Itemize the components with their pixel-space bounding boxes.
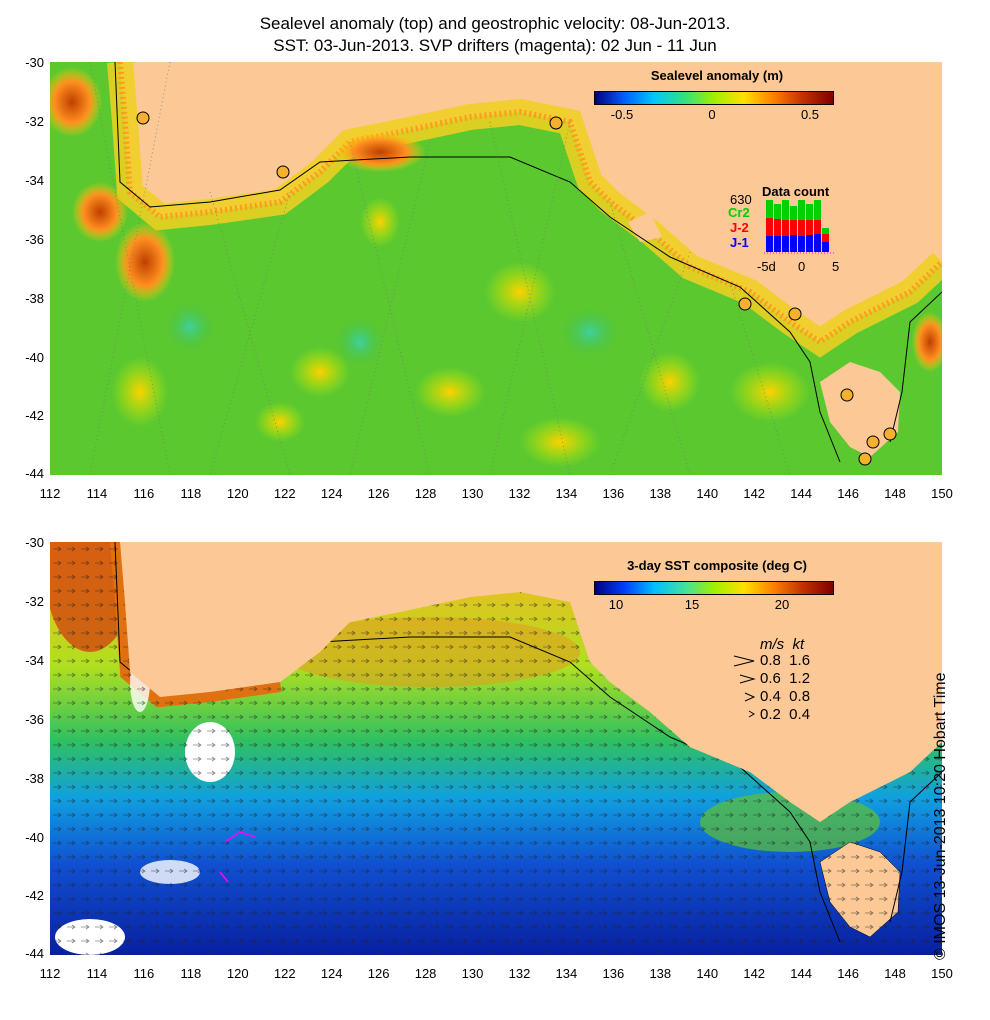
sealevel-anomaly-map: Sealevel anomaly (m) -0.5 0 0.5 Data cou… — [50, 62, 942, 475]
tasmania-land — [820, 362, 900, 457]
lon-tick: 146 — [837, 486, 859, 501]
lon-tick: 136 — [602, 486, 625, 501]
data-count-xtick: -5d — [757, 259, 776, 274]
lat-tick: -40 — [25, 830, 44, 845]
lon-tick: 126 — [367, 966, 390, 981]
lon-tick: 116 — [133, 486, 155, 501]
lon-tick: 144 — [790, 966, 812, 981]
lon-tick: 140 — [696, 486, 719, 501]
lat-tick: -42 — [25, 888, 44, 903]
lon-tick: 122 — [273, 966, 296, 981]
lon-tick: 142 — [743, 966, 766, 981]
lat-tick: -44 — [25, 946, 44, 961]
sla-colorbar-tick: 0 — [708, 107, 716, 122]
sst-colorbar — [594, 581, 834, 595]
lon-tick: 148 — [884, 486, 906, 501]
sst-colorbar-tick: 15 — [684, 597, 700, 612]
lon-tick: 138 — [649, 966, 672, 981]
sla-colorbar-tick: -0.5 — [610, 107, 634, 122]
data-count-max: 630 — [730, 192, 752, 207]
lon-tick: 142 — [743, 486, 766, 501]
lat-tick: -34 — [25, 173, 44, 188]
data-count-title: Data count — [762, 184, 830, 199]
sst-colorbar-tick: 20 — [774, 597, 790, 612]
velocity-legend-row: 0.6 1.2 — [760, 670, 811, 687]
velocity-legend-header: m/s kt — [760, 636, 805, 653]
lon-tick: 124 — [320, 486, 343, 501]
lat-tick: -38 — [25, 771, 44, 786]
lon-tick: 120 — [226, 486, 249, 501]
lon-tick: 146 — [837, 966, 859, 981]
lat-tick: -40 — [25, 350, 44, 365]
land-area — [120, 542, 942, 822]
lon-tick: 120 — [226, 966, 249, 981]
lon-tick: 136 — [602, 966, 625, 981]
lon-tick: 118 — [180, 966, 202, 981]
lon-tick: 144 — [790, 486, 812, 501]
lon-tick: 132 — [508, 966, 531, 981]
data-count-xtick: 0 — [798, 259, 806, 274]
lat-tick: -34 — [25, 653, 44, 668]
data-count-xtick: 5 — [832, 259, 840, 274]
legend-j1: J-1 — [730, 235, 749, 250]
lon-tick: 150 — [931, 486, 953, 501]
lon-tick: 128 — [414, 966, 437, 981]
lon-tick: 138 — [649, 486, 672, 501]
lat-tick: -32 — [25, 114, 44, 129]
lat-tick: -36 — [25, 232, 44, 247]
lon-tick: 134 — [555, 486, 578, 501]
lon-tick: 130 — [461, 486, 484, 501]
lon-tick: 122 — [273, 486, 296, 501]
lon-tick: 148 — [884, 966, 906, 981]
lon-tick: 130 — [461, 966, 484, 981]
imos-credit: © IMOS 13-Jun-2013 10:20 Hobart Time — [932, 672, 949, 960]
lon-tick: 112 — [39, 966, 61, 981]
velocity-legend-row: 0.4 0.8 — [760, 688, 811, 705]
lon-tick: 118 — [180, 486, 202, 501]
figure-title-line1: Sealevel anomaly (top) and geostrophic v… — [259, 14, 731, 33]
sst-colorbar-tick: 10 — [608, 597, 624, 612]
ocean-area — [50, 62, 942, 475]
lat-tick: -38 — [25, 291, 44, 306]
lon-tick: 128 — [414, 486, 437, 501]
lon-tick: 112 — [39, 486, 61, 501]
lon-tick: 132 — [508, 486, 531, 501]
lon-tick: 116 — [133, 966, 155, 981]
velocity-legend-row: 0.8 1.6 — [760, 652, 811, 669]
lat-tick: -30 — [25, 535, 44, 550]
lat-tick: -44 — [25, 466, 44, 481]
sla-map-canvas — [50, 62, 942, 475]
lat-tick: -32 — [25, 594, 44, 609]
lon-tick: 134 — [555, 966, 578, 981]
lon-tick: 150 — [931, 966, 953, 981]
data-count-bars — [764, 198, 836, 254]
sla-colorbar-tick: 0.5 — [800, 107, 820, 122]
velocity-arrow-icons — [733, 655, 756, 718]
lat-tick: -36 — [25, 712, 44, 727]
lat-tick: -42 — [25, 408, 44, 423]
lat-tick: -30 — [25, 55, 44, 70]
lon-tick: 126 — [367, 486, 390, 501]
legend-cr2: Cr2 — [728, 205, 750, 220]
sst-colorbar-title: 3-day SST composite (deg C) — [627, 558, 807, 573]
figure-title-line2: SST: 03-Jun-2013. SVP drifters (magenta)… — [273, 36, 717, 55]
sst-map-canvas — [50, 542, 942, 955]
velocity-legend-row: 0.2 0.4 — [760, 706, 811, 723]
sst-map: 3-day SST composite (deg C) 10 15 20 m/s… — [50, 542, 942, 955]
lon-tick: 114 — [86, 486, 108, 501]
legend-j2: J-2 — [730, 220, 749, 235]
sla-colorbar — [594, 91, 834, 105]
sla-colorbar-title: Sealevel anomaly (m) — [650, 68, 784, 83]
lon-tick: 140 — [696, 966, 719, 981]
lon-tick: 124 — [320, 966, 343, 981]
lon-tick: 114 — [86, 966, 108, 981]
